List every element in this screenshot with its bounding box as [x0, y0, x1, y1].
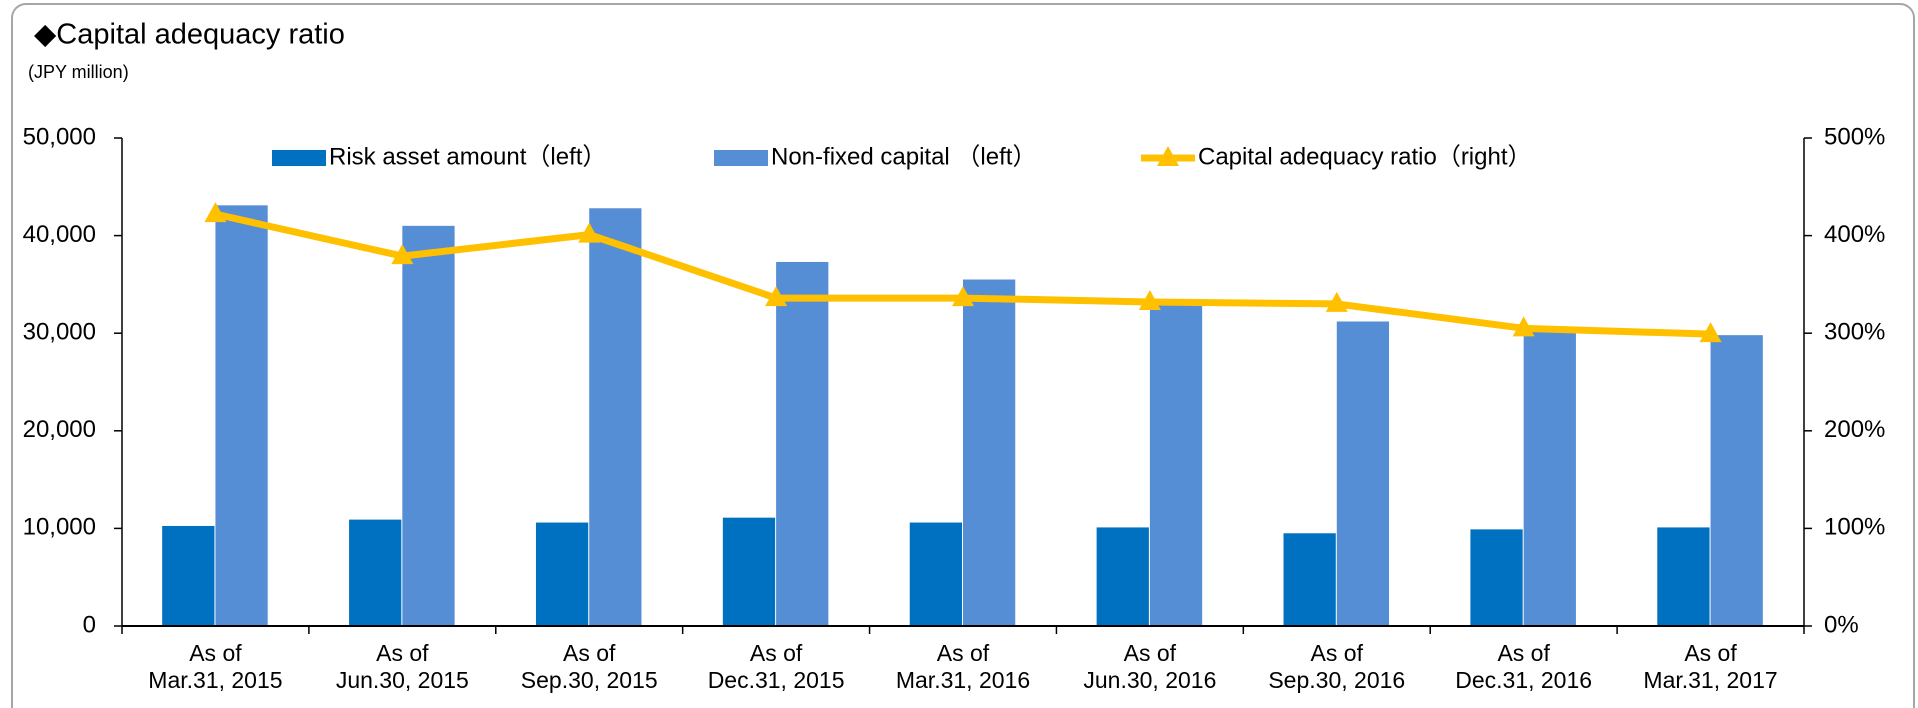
legend-label: Capital adequacy ratio（right）	[1198, 143, 1532, 170]
chart-title: ◆Capital adequacy ratio	[34, 19, 345, 51]
bar	[1336, 321, 1390, 626]
x-tick-label: As of Jun.30, 2015	[335, 640, 469, 693]
y2-tick-label: 0%	[1824, 611, 1859, 638]
bar	[722, 517, 776, 626]
x-tick-label: As of Dec.31, 2016	[1455, 640, 1593, 693]
y-tick-label: 10,000	[23, 514, 96, 541]
bar	[1523, 330, 1576, 626]
marker	[765, 286, 788, 307]
bar	[589, 208, 642, 626]
y-tick-label: 20,000	[23, 416, 96, 443]
bar	[162, 525, 215, 626]
marker	[204, 202, 227, 223]
legend-swatch	[714, 150, 768, 166]
marker	[391, 244, 414, 265]
x-tick-label: As of Jun.30, 2016	[1083, 640, 1217, 693]
marker	[1512, 316, 1535, 337]
bar	[963, 279, 1016, 626]
bar	[1283, 533, 1336, 626]
bar	[402, 225, 455, 626]
legend-label: Non-fixed capital （left）	[771, 143, 1036, 170]
y2-tick-label: 100%	[1824, 514, 1885, 541]
marker	[1699, 322, 1722, 343]
bar	[215, 205, 268, 626]
bar	[1096, 527, 1149, 626]
bar	[1149, 302, 1203, 626]
y-axis-label: (JPY million)	[28, 62, 129, 82]
bar	[349, 519, 402, 626]
legend-marker	[1157, 146, 1179, 166]
x-tick-label: As of Mar.31, 2017	[1643, 640, 1778, 693]
y-tick-label: 30,000	[23, 319, 96, 346]
y-tick-label: 40,000	[23, 221, 96, 248]
y-tick-label: 0	[83, 611, 96, 638]
x-tick-label: As of Sep.30, 2015	[520, 640, 658, 693]
y2-tick-label: 200%	[1824, 416, 1885, 443]
bar	[1470, 529, 1523, 626]
bar	[1710, 335, 1763, 626]
bar	[909, 522, 962, 626]
bar	[776, 261, 829, 626]
y2-tick-label: 400%	[1824, 221, 1885, 248]
x-tick-label: As of Mar.31, 2015	[148, 640, 283, 693]
legend-label: Risk asset amount（left）	[329, 143, 606, 170]
y-tick-label: 50,000	[23, 123, 96, 150]
x-tick-label: As of Dec.31, 2015	[707, 640, 845, 693]
y2-tick-label: 500%	[1824, 123, 1885, 150]
y2-tick-label: 300%	[1824, 319, 1885, 346]
marker	[1325, 291, 1348, 312]
bar	[535, 522, 589, 626]
bar	[1657, 527, 1710, 626]
x-tick-label: As of Sep.30, 2016	[1268, 640, 1406, 693]
x-tick-label: As of Mar.31, 2016	[895, 640, 1031, 693]
marker	[1138, 289, 1161, 310]
legend-swatch	[272, 150, 326, 166]
marker	[578, 222, 601, 243]
frame	[11, 3, 1915, 708]
marker	[952, 286, 974, 307]
